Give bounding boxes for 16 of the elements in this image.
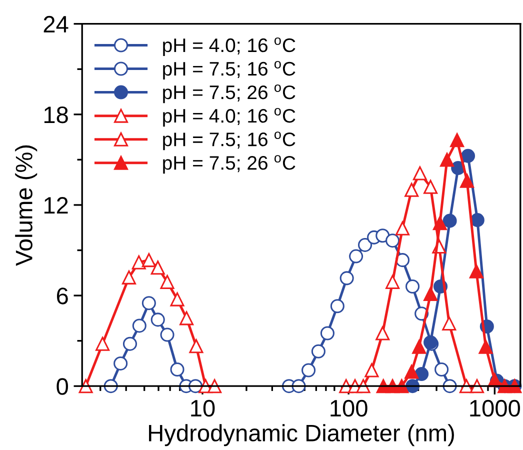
y-tick-label: 12 <box>44 197 68 214</box>
legend-label: pH = 7.5; 26 $^{o}$C <box>163 155 296 174</box>
y-tick-label: 6 <box>56 288 68 304</box>
legend-label: pH = 7.5; 26 $^{o}$C <box>163 84 296 104</box>
y-axis-title: Volume (%) <box>15 145 38 266</box>
x-tick-label: 1000 <box>470 400 520 417</box>
legend-label: pH = 7.5; 16 $^{o}$C <box>163 60 296 80</box>
legend-label: pH = 4.0; 16 $^{o}$C <box>163 108 296 127</box>
y-tick-label: 0 <box>56 378 68 395</box>
y-tick-label: 24 <box>44 16 68 32</box>
y-tick-label: 18 <box>44 106 68 124</box>
x-axis-title: Hydrodynamic Diameter (nm) <box>149 424 454 446</box>
legend-label: pH = 7.5; 16 $^{o}$C <box>163 132 296 150</box>
x-tick-label: 100 <box>330 400 368 417</box>
x-tick-label: 10 <box>191 400 215 417</box>
legend-label: pH = 4.0; 16 $^{o}$C <box>163 37 296 56</box>
